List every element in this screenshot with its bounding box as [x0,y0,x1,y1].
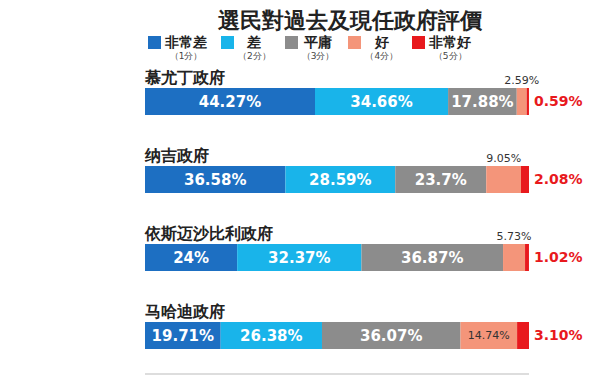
svg-text:0.59%: 0.59% [534,93,583,109]
html-text:（2分）: （2分） [238,51,271,61]
svg-text:2.59%: 2.59% [504,74,539,87]
svg-text:纳吉政府: 纳吉政府 [144,146,209,165]
html-text:非常好: 非常好 [429,34,472,50]
svg-text:19.71%: 19.71% [152,327,214,345]
svg-text:36.58%: 36.58% [184,171,246,189]
svg-text:32.37%: 32.37% [268,249,330,267]
svg-text:44.27%: 44.27% [199,93,261,111]
svg-text:24%: 24% [173,249,209,267]
html-text:（5分）: （5分） [433,51,467,61]
html-text:（1分）: （1分） [169,51,203,61]
html-text:平庸: 平庸 [304,34,333,50]
svg-text:28.59%: 28.59% [309,171,371,189]
svg-text:23.7%: 23.7% [415,171,467,189]
html-text:（3分）: （3分） [301,51,335,61]
svg-text:34.66%: 34.66% [350,93,412,111]
svg-text:36.87%: 36.87% [401,249,463,267]
svg-text:马哈迪政府: 马哈迪政府 [145,302,225,321]
svg-text:1.02%: 1.02% [534,249,583,265]
html-text:差: 差 [247,34,262,50]
svg-text:5.73%: 5.73% [497,230,532,243]
svg-text:2.08%: 2.08% [534,171,583,187]
svg-text:9.05%: 9.05% [486,152,521,165]
svg-text:3.10%: 3.10% [534,327,583,343]
html-text:非常差: 非常差 [165,34,207,50]
svg-text:依斯迈沙比利政府: 依斯迈沙比利政府 [144,224,273,243]
html-text:（4分）: （4分） [365,51,399,61]
svg-text:14.74%: 14.74% [468,329,510,342]
svg-text:慕尤丁政府: 慕尤丁政府 [144,68,225,87]
html-text:好: 好 [374,34,389,50]
svg-text:36.07%: 36.07% [360,327,422,345]
svg-text:17.88%: 17.88% [451,93,513,111]
html-text:選民對過去及現任政府評價: 選民對過去及現任政府評價 [218,8,482,33]
svg-text:26.38%: 26.38% [240,327,302,345]
